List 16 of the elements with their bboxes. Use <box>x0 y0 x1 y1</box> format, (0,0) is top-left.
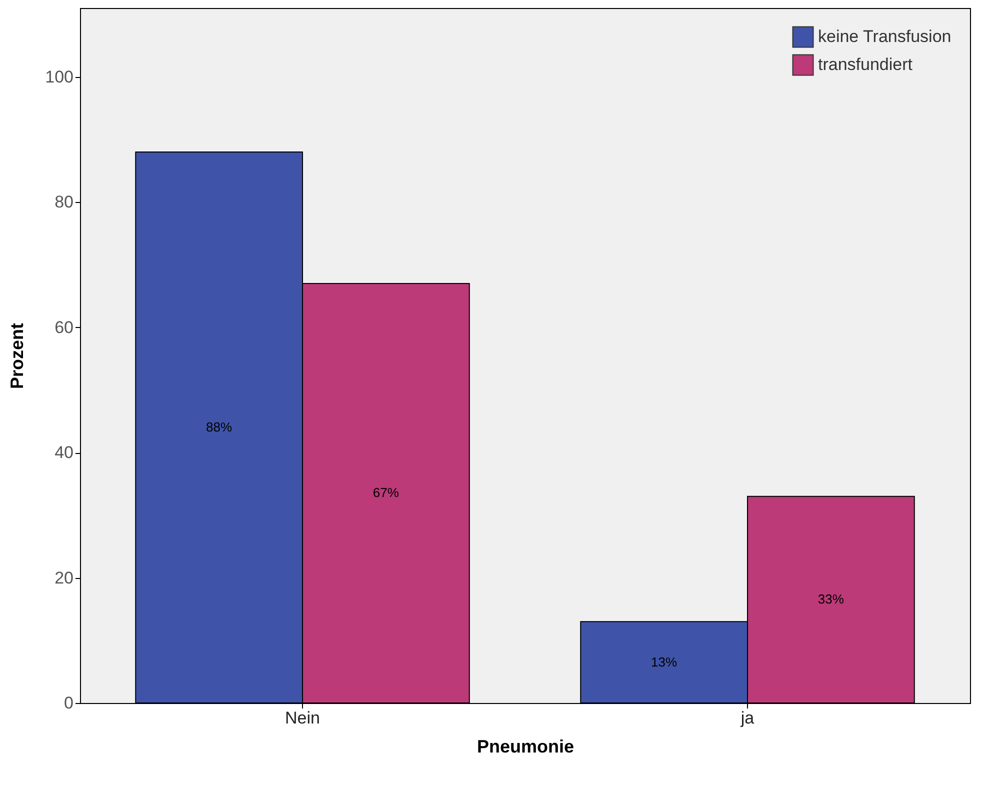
legend-label: transfundiert <box>818 55 913 74</box>
data-label: 13% <box>651 654 678 670</box>
y-axis-title: Prozent <box>7 322 28 390</box>
x-axis-title: Pneumonie <box>476 736 574 756</box>
y-tick-label: 40 <box>54 443 74 462</box>
y-tick-label: 100 <box>45 67 74 86</box>
data-label: 88% <box>206 420 233 435</box>
y-tick-label: 60 <box>54 318 74 337</box>
x-tick-label: ja <box>740 708 755 728</box>
legend-label: keine Transfusion <box>818 27 952 46</box>
data-label: 33% <box>818 592 844 607</box>
data-label: 67% <box>372 485 400 500</box>
y-tick-label: 0 <box>64 694 74 712</box>
y-tick-label: 80 <box>54 192 74 212</box>
x-tick-label: Nein <box>285 708 320 728</box>
y-tick-label: 20 <box>54 568 74 588</box>
